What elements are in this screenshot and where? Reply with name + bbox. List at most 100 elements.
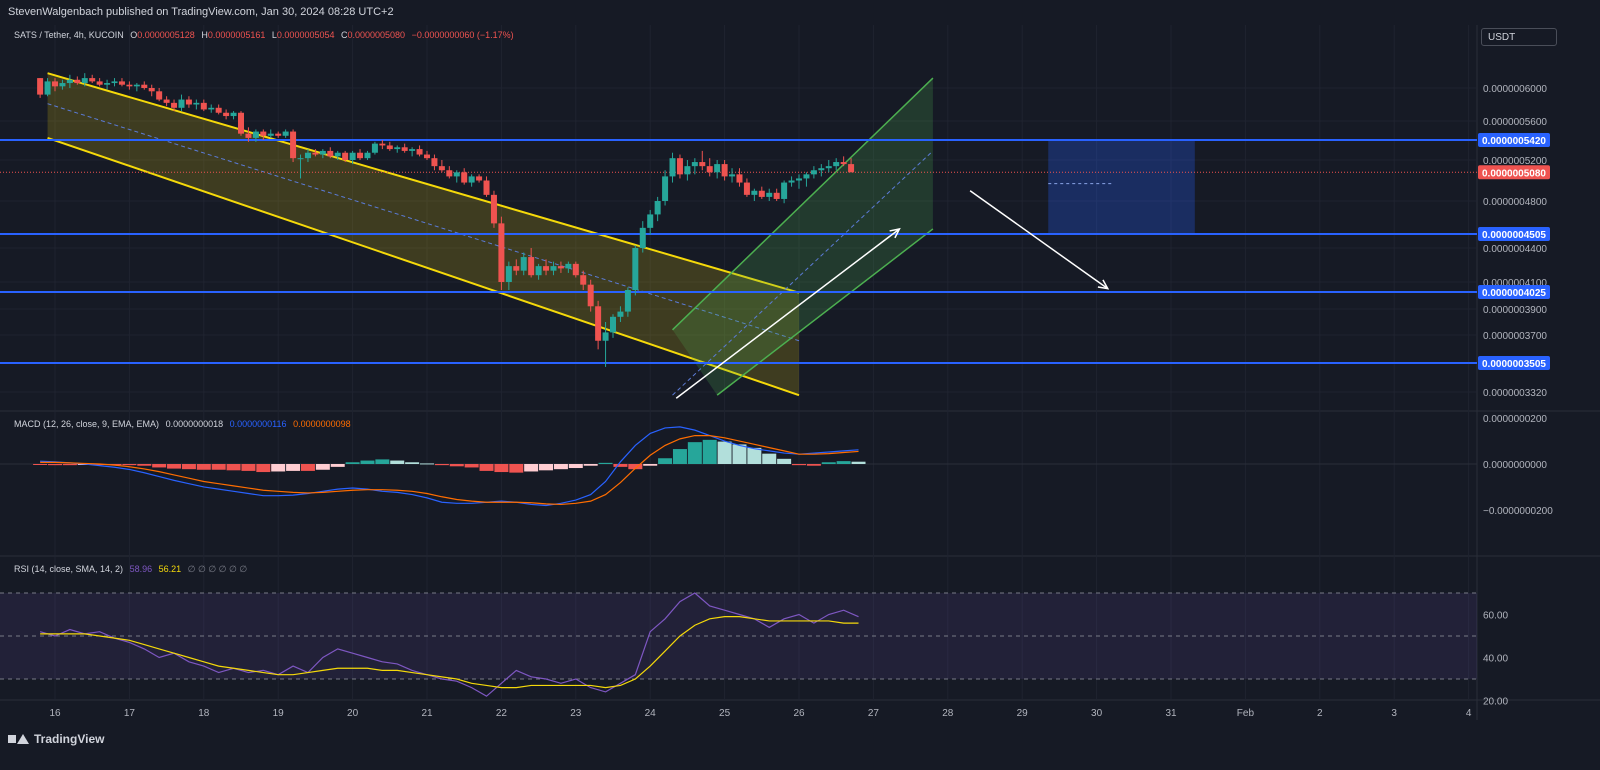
macd-histogram-bar — [256, 464, 271, 473]
channel-mid-line — [47, 103, 800, 342]
rsi-sma-line — [40, 616, 859, 689]
macd-histogram-bar — [226, 464, 241, 471]
macd-tick-label: 0.0000000200 — [1483, 414, 1547, 425]
macd-histogram-bar — [479, 464, 494, 471]
macd-legend: MACD (12, 26, close, 9, EMA, EMA) 0.0000… — [14, 419, 355, 429]
macd-histogram-bar — [836, 461, 851, 464]
time-axis-label: 16 — [49, 708, 61, 719]
price-label-box — [1478, 285, 1550, 299]
candle-body — [535, 266, 542, 276]
symbol-name[interactable]: SATS / Tether, 4h, KUCOIN — [14, 30, 124, 40]
time-axis-label: 27 — [868, 708, 880, 719]
candle-body — [528, 257, 535, 276]
macd-histogram-bar — [405, 462, 420, 464]
price-tick-label: 0.0000004100 — [1483, 278, 1547, 289]
publisher-text: StevenWalgenbach published on TradingVie… — [8, 6, 394, 18]
candle-body — [721, 164, 728, 177]
price-label: 0.0000003505 — [1482, 359, 1546, 370]
rsi-name[interactable]: RSI (14, close, SMA, 14, 2) — [14, 564, 124, 574]
time-axis-label: 19 — [273, 708, 285, 719]
candle-body — [662, 176, 669, 201]
candle-body — [825, 166, 832, 169]
candle-body — [230, 112, 237, 117]
candle-body — [833, 162, 840, 167]
macd-histogram-bar — [568, 464, 583, 469]
candle-body — [260, 131, 267, 136]
macd-histogram-bar — [62, 464, 77, 466]
macd-histogram-bar — [553, 464, 568, 470]
candle-body — [468, 176, 475, 183]
candle-body — [215, 107, 222, 113]
macd-histogram-bar — [271, 464, 286, 472]
time-axis-label: 2 — [1317, 708, 1323, 719]
candle-body — [200, 102, 207, 110]
macd-histogram-bar — [315, 464, 330, 470]
candle-body — [133, 84, 140, 87]
candle-body — [676, 158, 683, 175]
time-axis-label: 20 — [347, 708, 359, 719]
candle-body — [773, 192, 780, 199]
candle-body — [513, 266, 520, 271]
candle-body — [431, 158, 438, 167]
macd-histogram-bar — [643, 464, 658, 466]
price-label: 0.0000005420 — [1482, 136, 1546, 147]
candle-body — [126, 84, 133, 87]
candle-body — [699, 162, 706, 167]
candle-body — [59, 83, 66, 87]
candle-body — [238, 112, 244, 134]
macd-histogram-bar — [509, 464, 524, 473]
candle-body — [453, 172, 460, 177]
macd-histogram-bar — [196, 464, 211, 470]
candle-body — [297, 158, 304, 160]
candle-body — [74, 79, 81, 84]
currency-label: USDT — [1488, 32, 1516, 43]
macd-histogram-bar — [181, 464, 196, 470]
symbol-legend: SATS / Tether, 4h, KUCOIN O0.0000005128 … — [14, 30, 518, 40]
time-axis-label: 29 — [1017, 708, 1029, 719]
candle-body — [409, 149, 416, 151]
price-tick-label: 0.0000005200 — [1483, 156, 1547, 167]
candle-body — [327, 150, 334, 157]
candle-body — [148, 88, 155, 92]
time-axis-label: 25 — [719, 708, 731, 719]
candle-body — [595, 306, 602, 341]
rsi-tick-label: 20.00 — [1483, 697, 1508, 708]
macd-histogram-bar — [390, 460, 405, 464]
candle-body — [163, 99, 170, 103]
macd-histogram-bar — [434, 464, 449, 466]
macd-name[interactable]: MACD (12, 26, close, 9, EMA, EMA) — [14, 419, 160, 429]
candle-body — [505, 266, 512, 282]
target-zone-box — [1048, 140, 1195, 234]
price-label: 0.0000004505 — [1482, 230, 1546, 241]
candle-body — [706, 166, 713, 173]
candle-body — [342, 152, 349, 160]
macd-histogram-bar — [286, 464, 301, 471]
macd-histogram-bar — [48, 464, 62, 466]
asc-upper-line — [671, 77, 934, 331]
macd-value: 0.0000000116 — [229, 419, 287, 429]
candle-body — [111, 81, 118, 84]
up-arrow-head — [889, 227, 901, 239]
currency-button[interactable]: USDT — [1481, 28, 1557, 46]
candle-body — [758, 190, 765, 197]
candle-body — [639, 227, 646, 248]
candle-body — [602, 332, 609, 341]
time-axis-label: 31 — [1165, 708, 1177, 719]
candle-body — [498, 223, 505, 282]
candle-body — [364, 152, 371, 159]
macd-histogram-bar — [851, 461, 866, 464]
time-axis-label: 26 — [793, 708, 805, 719]
candle-body — [632, 248, 639, 290]
candle-body — [193, 102, 200, 105]
candle-body — [379, 143, 386, 146]
time-axis-label: 21 — [421, 708, 433, 719]
macd-hist-value: 0.0000000018 — [165, 419, 224, 429]
time-axis-label: 18 — [198, 708, 210, 719]
price-label: 0.0000004025 — [1482, 288, 1546, 299]
candle-body — [208, 107, 215, 110]
change-value: −0.0000000060 (−1.17%) — [411, 30, 514, 40]
macd-histogram-bar — [524, 464, 539, 472]
macd-histogram-bar — [167, 464, 182, 469]
candle-body — [751, 190, 758, 195]
candle-body — [89, 78, 96, 82]
